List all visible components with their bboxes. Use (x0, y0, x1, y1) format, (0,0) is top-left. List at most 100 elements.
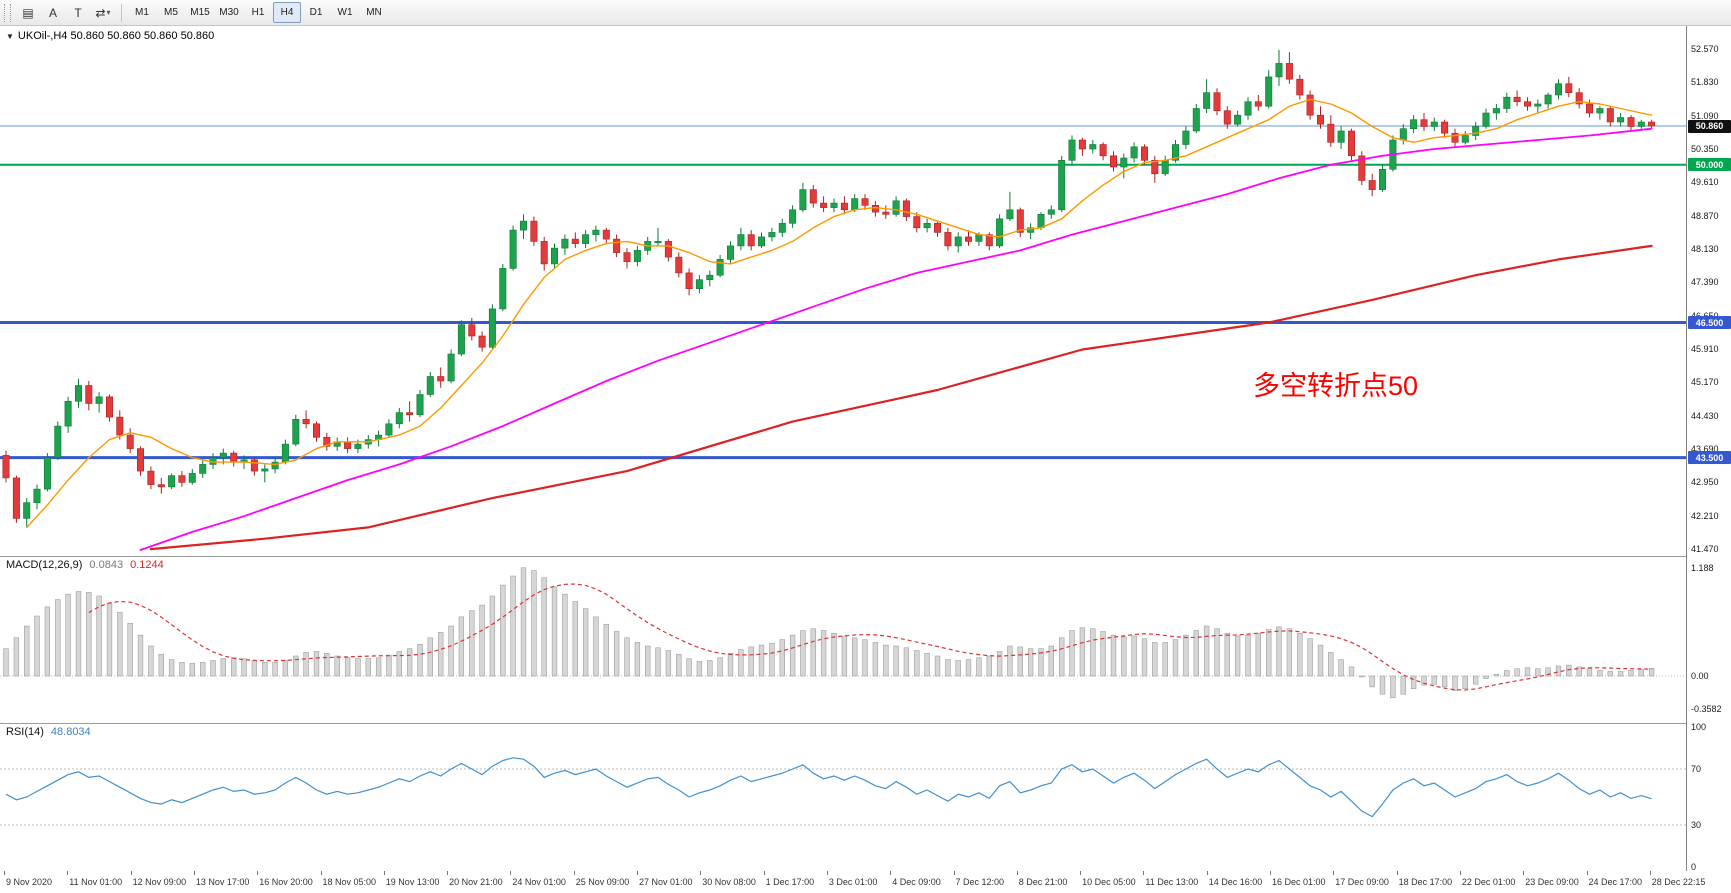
time-label: 9 Nov 2020 (6, 877, 53, 887)
price-tick-label: 48.870 (1691, 210, 1719, 221)
timeframe-button-m5[interactable]: M5 (164, 7, 178, 18)
timeframe-button-h4[interactable]: H4 (273, 2, 301, 23)
macd-signal-line (88, 583, 1652, 691)
time-axis[interactable]: 9 Nov 2020 11 Nov 01:00 12 Nov 09:00 13 Nov… (0, 871, 1731, 893)
rsi-indicator-name: RSI(14) (6, 726, 44, 738)
time-tick (826, 871, 828, 875)
toolbar-grip[interactable] (4, 3, 11, 22)
time-tick (1459, 871, 1461, 875)
macd-panel-canvas[interactable] (0, 556, 1686, 723)
macd-tick-label: 1.188 (1691, 563, 1714, 573)
time-tick (320, 871, 322, 875)
price-tag-50.000: 50.000 (1688, 158, 1731, 172)
price-tick-label: 45.170 (1691, 377, 1719, 388)
timeframe-button-h1[interactable]: H1 (251, 7, 265, 18)
time-label: 28 Dec 22:15 (1651, 877, 1706, 887)
toolbar: ▤ A T ⇄ ▾ M1 M5 M15 M30 H1 H4 D1 W1 MN (0, 0, 1731, 26)
price-tick-label: 47.390 (1691, 277, 1719, 288)
rsi-tick-label: 30 (1691, 820, 1702, 830)
chart-shift-icon[interactable]: ▤ (22, 5, 34, 20)
price-tick-label: 52.570 (1691, 44, 1719, 54)
time-tick (1080, 871, 1082, 875)
time-label: 19 Nov 13:00 (385, 877, 440, 887)
time-label: 16 Dec 01:00 (1272, 877, 1326, 887)
time-tick (4, 871, 5, 875)
rsi-value: 48.8034 (50, 726, 91, 738)
candlestick-series (2, 49, 1656, 528)
time-label: 22 Dec 01:00 (1461, 877, 1516, 887)
toolbar-separator (121, 3, 122, 22)
price-tag-43.500: 43.500 (1688, 451, 1731, 465)
cursor-tool-button[interactable]: A (48, 5, 57, 20)
macd-tick-label: 0.00 (1691, 671, 1709, 681)
price-tick-label: 45.910 (1691, 344, 1719, 354)
time-label: 18 Dec 17:00 (1398, 877, 1453, 887)
timeframe-button-d1[interactable]: D1 (309, 7, 323, 18)
dropdown-caret-icon: ▾ (106, 8, 111, 17)
time-label: 30 Nov 08:00 (702, 877, 756, 887)
ma-fast-line (26, 98, 1653, 529)
time-tick (1206, 871, 1208, 875)
price-tick-label: 41.470 (1691, 544, 1719, 555)
time-tick (67, 871, 69, 875)
price-tick-label: 42.950 (1691, 477, 1719, 488)
chart-dropdown-icon[interactable]: ▼ (6, 31, 14, 41)
rsi-tick-label: 0 (1691, 862, 1697, 872)
time-tick (1016, 871, 1018, 875)
time-tick (953, 871, 955, 875)
panel-separator[interactable] (0, 556, 1731, 557)
price-tick-label: 43.690 (1691, 444, 1719, 454)
chart-annotation-text[interactable]: 多空转折点50 (1253, 371, 1419, 401)
macd-indicator-name: MACD(12,26,9) (6, 559, 83, 571)
timeframe-button-mn[interactable]: MN (366, 7, 382, 18)
time-tick (1143, 871, 1145, 875)
timeframe-button-w1[interactable]: W1 (337, 7, 353, 18)
time-label: 4 Dec 09:00 (892, 877, 941, 887)
rsi-line (5, 757, 1652, 818)
time-tick (257, 871, 259, 875)
timeframe-button-m1[interactable]: M1 (135, 7, 149, 18)
time-tick (573, 871, 575, 875)
macd-label: MACD(12,26,9) 0.0843 0.1244 (6, 559, 164, 571)
rsi-panel-canvas[interactable] (0, 723, 1686, 871)
time-label: 16 Nov 20:00 (259, 877, 313, 887)
rsi-tick-label: 70 (1691, 764, 1702, 774)
price-tick-label: 48.130 (1691, 244, 1719, 254)
time-label: 24 Nov 01:00 (512, 877, 566, 887)
macd-signal-value: 0.1244 (130, 559, 164, 571)
chart-area: ▼ UKOil-,H4 50.860 50.860 50.860 50.860 … (0, 26, 1731, 893)
time-label: 23 Dec 09:00 (1525, 877, 1579, 887)
time-tick (1586, 871, 1588, 875)
main-chart-canvas[interactable] (0, 26, 1686, 556)
time-label: 8 Dec 21:00 (1018, 877, 1068, 887)
price-tag-46.500: 46.500 (1688, 316, 1731, 329)
symbol-ohlc-text: UKOil-,H4 50.860 50.860 50.860 50.860 (17, 30, 215, 42)
time-label: 24 Dec 17:00 (1588, 877, 1643, 887)
template-cycle-button[interactable]: ⇄ ▾ (95, 5, 111, 20)
time-label: 17 Dec 09:00 (1335, 877, 1389, 887)
time-label: 27 Nov 01:00 (639, 877, 693, 887)
price-tick-label: 51.090 (1691, 110, 1719, 121)
time-tick (763, 871, 765, 875)
time-tick (1523, 871, 1525, 875)
timeframe-button-m15[interactable]: M15 (190, 7, 210, 18)
time-tick (383, 871, 385, 875)
ma-mid-line (139, 127, 1653, 551)
text-tool-button[interactable]: T (74, 5, 82, 20)
timeframe-button-m30[interactable]: M30 (219, 7, 239, 18)
toolbar-tools: ▤ A T ⇄ ▾ (16, 2, 115, 24)
price-tag-50.860: 50.860 (1688, 119, 1731, 133)
time-tick (637, 871, 638, 875)
time-label: 11 Dec 13:00 (1145, 877, 1199, 887)
macd-tick-label: -0.3582 (1691, 703, 1722, 714)
ma-slow-line (149, 244, 1653, 551)
panel-separator[interactable] (0, 723, 1731, 724)
time-tick (1396, 871, 1398, 875)
time-tick (1270, 871, 1271, 875)
price-axis[interactable]: 52.570 51.830 51.090 50.350 49.610 48.870 48.1… (1686, 26, 1731, 872)
time-label: 10 Dec 05:00 (1082, 877, 1136, 887)
time-label: 11 Nov 01:00 (69, 877, 123, 887)
time-tick (193, 871, 195, 875)
time-tick (890, 871, 892, 875)
